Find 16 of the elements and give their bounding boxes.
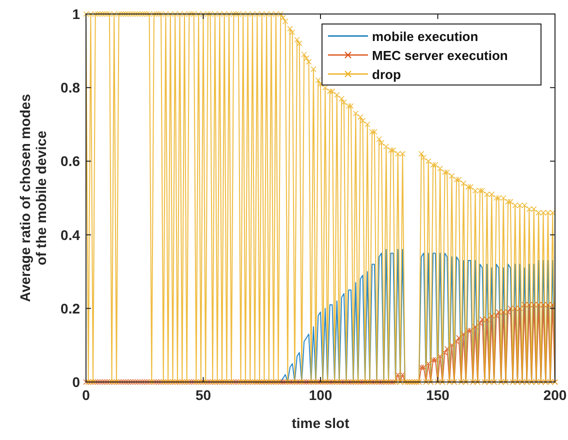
x-tick-label: 50: [195, 387, 212, 403]
y-tick-label: 1: [72, 6, 80, 22]
y-tick-label: 0.6: [60, 153, 80, 170]
y-tick-label: 0.8: [60, 80, 80, 96]
x-tick-label: 100: [308, 387, 332, 403]
x-tick-label: 0: [82, 387, 90, 403]
legend-label: drop: [372, 67, 401, 82]
x-tick-label: 200: [543, 387, 567, 403]
y-tick-label: 0.2: [60, 300, 80, 316]
legend-label: mobile execution: [372, 29, 478, 44]
x-axis-title: time slot: [292, 415, 350, 431]
y-axis-title: Average ratio of chosen modes of the mobile device: [17, 94, 49, 302]
x-tick-label: 150: [426, 387, 450, 403]
y-tick-label: 0.4: [60, 226, 80, 243]
y-tick-label: 0: [72, 374, 80, 390]
legend-label: MEC server execution: [372, 48, 508, 63]
